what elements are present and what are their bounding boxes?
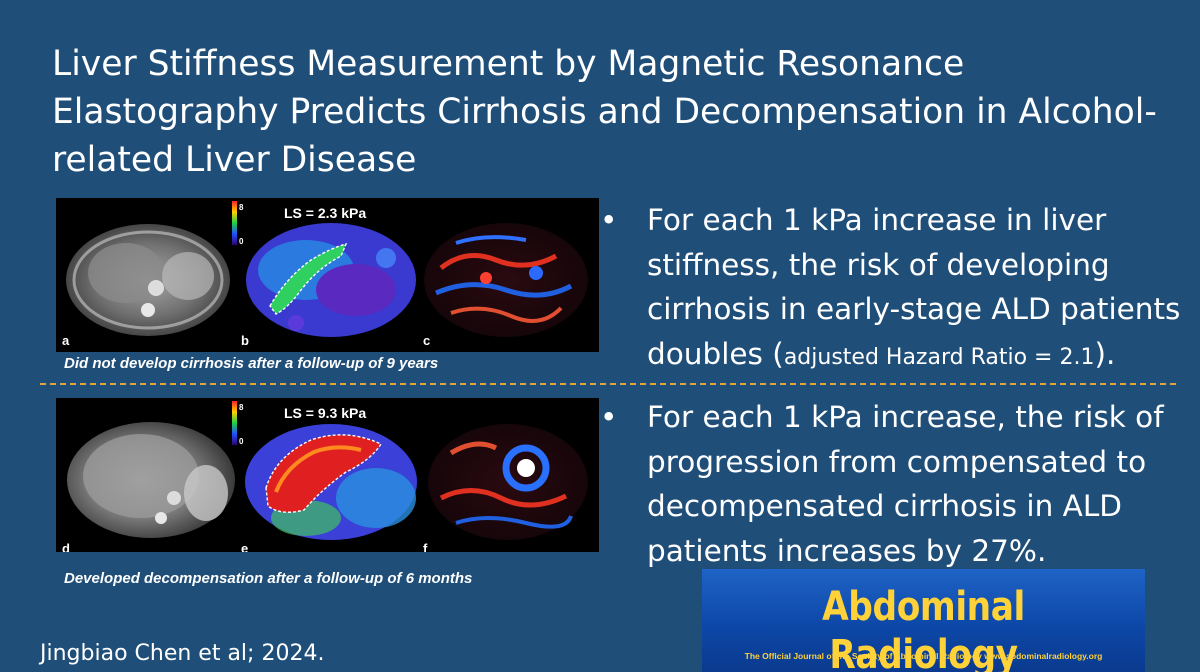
panel-label-c: c [423, 333, 430, 348]
bullet-main-text: For each 1 kPa increase in liver stiffne… [647, 203, 1181, 371]
bullet-tail-text: ). [1094, 336, 1116, 371]
bullet-cirrhosis-risk: • For each 1 kPa increase in liver stiff… [600, 198, 1185, 380]
caption-decompensation: Developed decompensation after a follow-… [56, 567, 599, 591]
slide-title: Liver Stiffness Measurement by Magnetic … [52, 44, 1157, 180]
t2-image-d [67, 422, 235, 538]
bullet-text: For each 1 kPa increase in liver stiffne… [647, 198, 1185, 380]
ls-value-label: LS = 2.3 kPa [284, 205, 366, 221]
mre-figure-decompensation: d 8 0 LS = 9.3 kPa e [56, 398, 599, 552]
journal-tagline: The Official Journal of the Society of A… [744, 651, 1103, 661]
ls-value-label: LS = 9.3 kPa [284, 405, 366, 421]
panel-label-e: e [241, 541, 248, 552]
panel-label-a: a [62, 333, 70, 348]
journal-logo: Abdominal Radiology The Official Journal… [702, 569, 1145, 672]
elastogram-b [232, 201, 416, 337]
panel-label-d: d [62, 541, 70, 552]
dashed-divider [40, 383, 1176, 385]
bullet-marker: • [600, 400, 618, 434]
bullet-marker: • [600, 203, 618, 237]
scale-max-label: 8 [239, 403, 244, 412]
wave-image-f [428, 424, 588, 540]
mre-figure-early-stage: a 8 0 LS = 2.3 kPa b [56, 198, 599, 352]
caption-early-stage: Did not develop cirrhosis after a follow… [56, 352, 599, 376]
bullet-decompensation-risk: • For each 1 kPa increase, the risk of p… [600, 395, 1185, 573]
panel-label-f: f [423, 541, 428, 552]
scale-max-label: 8 [239, 203, 244, 212]
citation: Jingbiao Chen et al; 2024. [40, 641, 325, 666]
panel-label-b: b [241, 333, 249, 348]
elastogram-e [232, 401, 417, 540]
hazard-ratio-text: adjusted Hazard Ratio = 2.1 [783, 344, 1095, 370]
journal-name: Abdominal Radiology [822, 584, 1025, 672]
bullet-text: For each 1 kPa increase, the risk of pro… [647, 400, 1164, 568]
scale-min-label: 0 [239, 437, 244, 446]
scale-min-label: 0 [239, 237, 244, 246]
t2-image-a [66, 224, 230, 336]
wave-image-c [424, 223, 588, 337]
